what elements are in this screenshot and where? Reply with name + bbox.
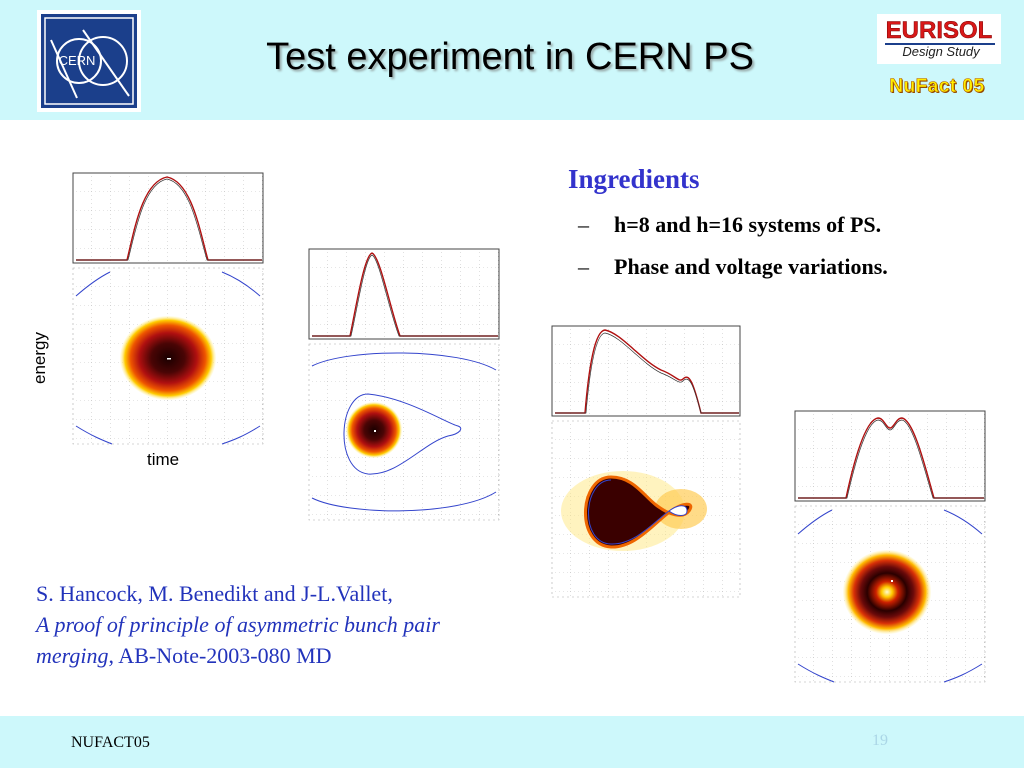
- page-title: Test experiment in CERN PS: [266, 36, 754, 78]
- cern-logo: CERN: [37, 10, 141, 112]
- x-axis-label: time: [147, 450, 180, 469]
- list-item: – h=8 and h=16 systems of PS.: [578, 212, 888, 238]
- header-band: [0, 0, 1024, 120]
- eurisol-logo: EURISOL Design Study: [877, 14, 1001, 64]
- footer-band: [0, 716, 1024, 768]
- y-axis-label: energy: [30, 332, 49, 384]
- dash-bullet: –: [578, 254, 589, 279]
- page-number: 19: [872, 732, 888, 749]
- dash-bullet: –: [578, 212, 589, 237]
- reference-note: , AB-Note-2003-080 MD: [108, 643, 332, 668]
- ingredient-text: Phase and voltage variations.: [614, 254, 888, 279]
- phase-space-plot-3: [551, 325, 745, 606]
- phase-space-plot-2: [308, 248, 502, 529]
- reference-authors: S. Hancock, M. Benedikt and J-L.Vallet,: [36, 581, 393, 606]
- eurisol-sub-text: Design Study: [902, 44, 981, 59]
- ingredients-list: – h=8 and h=16 systems of PS. – Phase and …: [578, 212, 888, 296]
- ingredient-text: h=8 and h=16 systems of PS.: [614, 212, 882, 237]
- eurisol-logo-text: EURISOL: [886, 17, 993, 44]
- nufact-badge: NuFact 05: [889, 76, 985, 98]
- phase-space-plot-1: [72, 172, 266, 453]
- phase-space-plot-4: [794, 410, 988, 691]
- cern-logo-text: CERN: [59, 53, 96, 68]
- reference-citation: S. Hancock, M. Benedikt and J-L.Vallet, …: [36, 578, 516, 671]
- list-item: – Phase and voltage variations.: [578, 254, 888, 280]
- footer-label: NUFACT05: [71, 734, 150, 751]
- ingredients-heading: Ingredients: [568, 164, 700, 194]
- reference-title: A proof of principle of asymmetric bunch…: [36, 612, 440, 668]
